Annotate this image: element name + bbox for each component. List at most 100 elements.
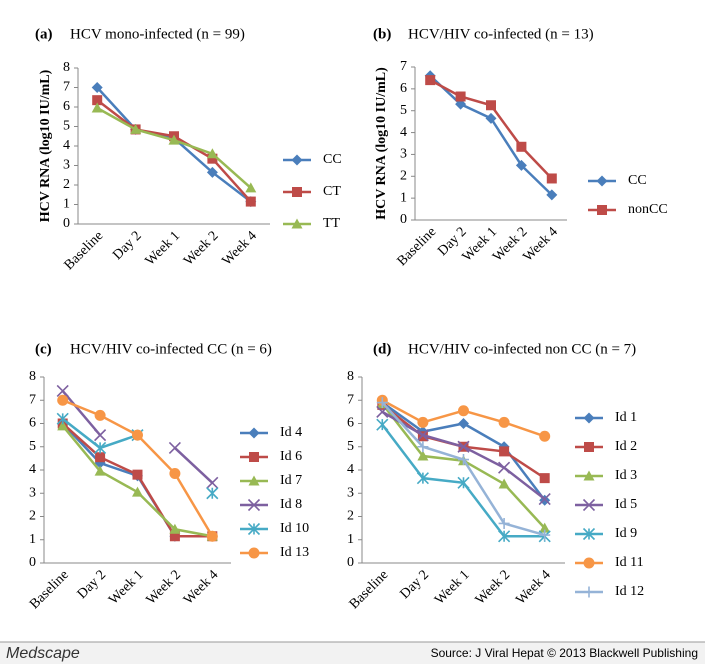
marker — [95, 452, 106, 463]
marker — [416, 472, 429, 485]
legend-marker — [292, 187, 302, 197]
marker — [455, 91, 466, 102]
x-tick-label: Week 1 — [106, 567, 146, 607]
y-tick-label: 2 — [400, 169, 407, 184]
marker — [425, 75, 436, 86]
y-tick-label: 4 — [29, 462, 36, 477]
panel-label: (b) — [373, 26, 391, 42]
marker — [376, 418, 389, 431]
y-tick-label: 0 — [347, 555, 354, 570]
y-tick-label: 4 — [63, 138, 70, 153]
legend-label: CC — [323, 152, 342, 167]
panel-label: (c) — [35, 341, 52, 357]
marker — [92, 95, 103, 106]
marker — [245, 196, 256, 207]
marker — [57, 420, 69, 431]
panel-label: (a) — [35, 26, 53, 42]
legend-marker — [248, 475, 260, 486]
panel-title: HCV/HIV co-infected (n = 13) — [408, 26, 594, 42]
x-tick-label: Week 2 — [144, 567, 184, 607]
marker — [169, 467, 181, 479]
y-tick-label: 1 — [400, 190, 407, 205]
x-tick-label: Day 2 — [75, 567, 110, 602]
marker — [546, 173, 557, 184]
y-tick-label: 4 — [347, 462, 354, 477]
panel-title: HCV/HIV co-infected non CC (n = 7) — [408, 341, 636, 357]
y-tick-label: 6 — [63, 99, 70, 114]
legend-marker — [248, 547, 260, 559]
legend-marker — [582, 527, 596, 541]
marker — [417, 450, 429, 461]
legend-label: Id 9 — [615, 526, 637, 541]
y-tick-label: 5 — [400, 103, 407, 118]
y-tick-label: 1 — [29, 532, 36, 547]
marker — [91, 102, 103, 113]
x-tick-label: Week 4 — [220, 228, 260, 268]
y-axis-label: HCV RNA (log10 IU/mL) — [38, 69, 53, 222]
legend-label: Id 3 — [615, 468, 637, 483]
y-tick-label: 0 — [29, 555, 36, 570]
marker — [485, 112, 497, 124]
legend-marker — [248, 427, 260, 439]
x-tick-label: Day 2 — [397, 567, 432, 602]
marker — [498, 530, 511, 543]
y-tick-label: 7 — [63, 80, 70, 95]
x-tick-label: Week 1 — [143, 228, 183, 268]
legend-label: nonCC — [628, 202, 668, 217]
y-tick-label: 8 — [29, 369, 36, 384]
x-tick-label: Week 1 — [432, 567, 472, 607]
marker — [56, 412, 69, 425]
y-tick-label: 6 — [400, 81, 407, 96]
footer-source: Source: J Viral Hepat © 2013 Blackwell P… — [431, 646, 698, 660]
legend-label: Id 12 — [615, 584, 644, 599]
panel-title: HCV/HIV co-infected CC (n = 6) — [70, 341, 272, 357]
y-tick-label: 4 — [400, 125, 407, 140]
marker — [458, 418, 469, 429]
x-tick-label: Baseline — [27, 567, 72, 612]
x-tick-label: Week 2 — [181, 228, 221, 268]
y-tick-label: 0 — [400, 212, 407, 227]
x-tick-label: Baseline — [62, 228, 107, 273]
y-tick-label: 5 — [347, 439, 354, 454]
y-tick-label: 7 — [347, 392, 354, 407]
marker — [457, 476, 470, 489]
marker — [169, 523, 181, 534]
marker — [56, 384, 69, 398]
y-tick-label: 3 — [400, 147, 407, 162]
y-tick-label: 8 — [347, 369, 354, 384]
legend-marker — [291, 218, 303, 229]
marker — [417, 416, 429, 428]
x-tick-label: Baseline — [395, 224, 440, 269]
legend-marker — [247, 522, 261, 536]
y-axis-label: HCV RNA (log10 IU/mL) — [374, 67, 389, 220]
marker — [206, 487, 219, 500]
y-tick-label: 2 — [29, 509, 36, 524]
x-tick-label: Week 4 — [181, 567, 221, 607]
panel-title: HCV mono-infected (n = 99) — [70, 26, 245, 42]
marker — [539, 522, 551, 533]
series-line — [61, 390, 214, 484]
marker — [458, 454, 469, 466]
marker — [206, 166, 218, 178]
y-tick-label: 3 — [29, 485, 36, 500]
panel-label: (d) — [373, 341, 391, 357]
legend-label: CC — [628, 173, 647, 188]
y-tick-label: 1 — [347, 532, 354, 547]
marker — [458, 405, 469, 417]
legend-label: Id 11 — [615, 555, 644, 570]
marker — [538, 492, 551, 506]
legend-marker — [597, 205, 607, 215]
marker — [498, 416, 510, 428]
legend-label: Id 8 — [280, 497, 302, 512]
y-tick-label: 2 — [63, 177, 70, 192]
legend-label: Id 2 — [615, 439, 637, 454]
marker — [132, 486, 143, 497]
marker — [539, 529, 551, 541]
y-tick-label: 2 — [347, 509, 354, 524]
series-line — [62, 399, 214, 537]
legend-label: CT — [323, 184, 341, 199]
legend-label: Id 1 — [615, 410, 637, 425]
marker — [169, 531, 180, 542]
marker — [245, 182, 257, 193]
